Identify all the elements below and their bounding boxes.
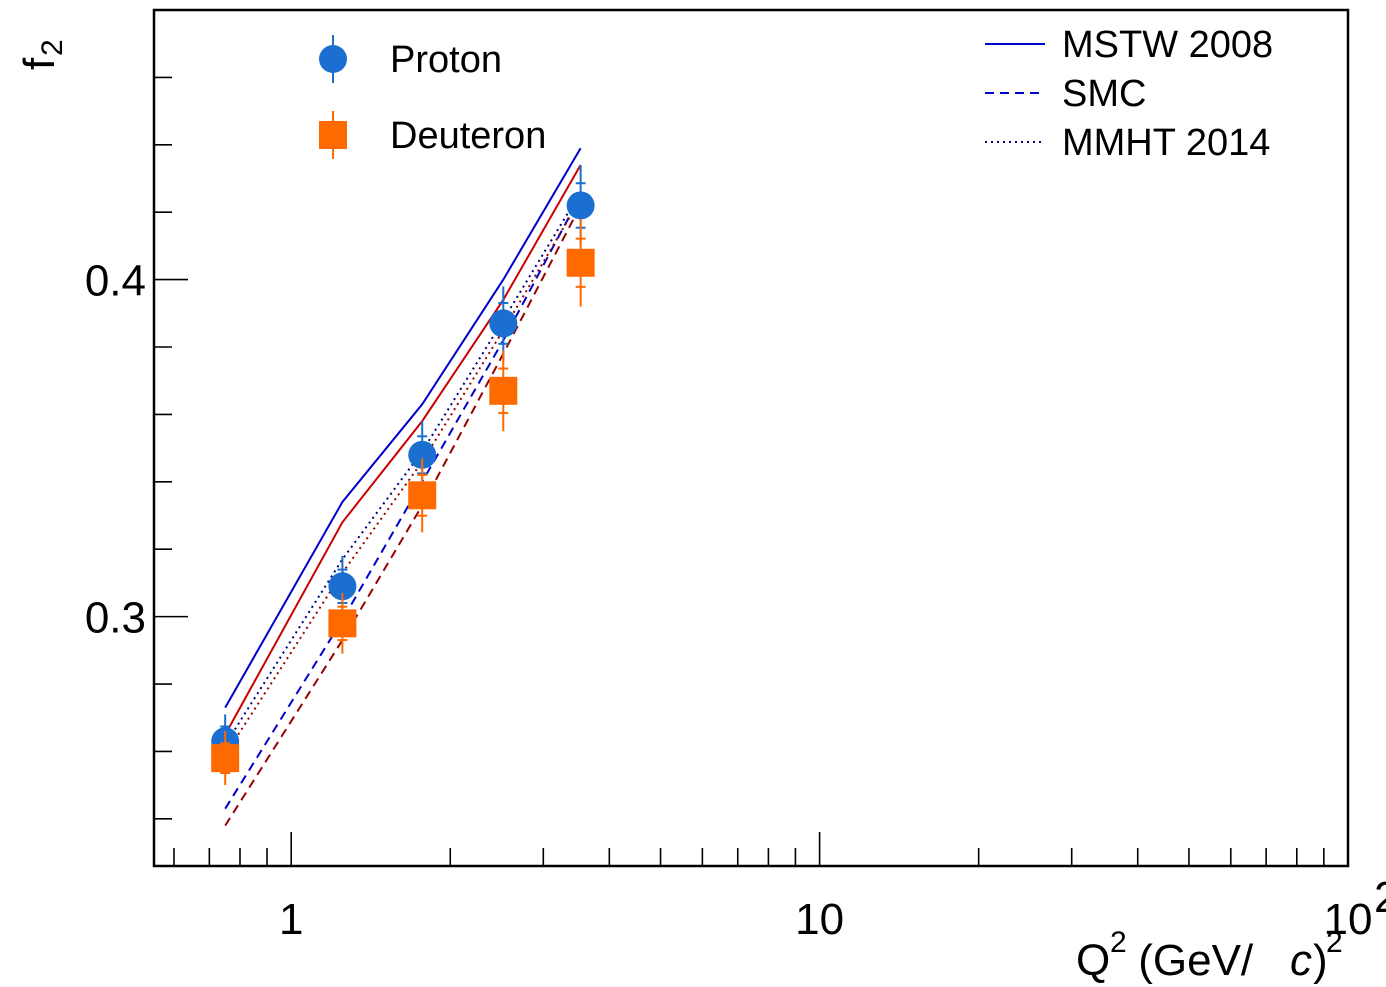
data-point bbox=[408, 481, 437, 510]
major-ticks: 1101020.30.4 bbox=[85, 257, 1386, 944]
y-tick-label: 0.4 bbox=[85, 257, 146, 306]
y-axis-label-sub: 2 bbox=[36, 39, 69, 56]
model-curves bbox=[224, 147, 582, 827]
legend-marker bbox=[319, 121, 347, 149]
data-point bbox=[566, 191, 595, 220]
x-axis-label-unit-open: (GeV/ bbox=[1126, 936, 1254, 985]
data-point bbox=[489, 376, 518, 405]
x-tick-label: 10 bbox=[795, 895, 844, 944]
data-point bbox=[566, 248, 595, 277]
data-point bbox=[328, 609, 357, 638]
minor-ticks bbox=[154, 9, 1325, 866]
x-axis-label-main: Q bbox=[1076, 936, 1110, 985]
legend-label: MMHT 2014 bbox=[1062, 122, 1270, 164]
model-curve bbox=[224, 198, 582, 756]
legend-markers: Proton Deuteron bbox=[319, 35, 546, 159]
y-axis-label-main: f bbox=[15, 57, 64, 70]
model-curve bbox=[224, 205, 582, 827]
legend-label: Proton bbox=[390, 39, 502, 81]
model-curve bbox=[224, 147, 582, 709]
data-point bbox=[489, 309, 518, 338]
x-axis-label-sup: 2 bbox=[1110, 926, 1127, 959]
plot-frame bbox=[152, 8, 1350, 868]
x-axis-label-unit-italic: c bbox=[1290, 936, 1312, 985]
x-tick-label-sup: 2 bbox=[1374, 873, 1386, 922]
legend-marker bbox=[319, 45, 347, 73]
x-axis-label-unit-sup: 2 bbox=[1326, 926, 1343, 959]
data-points bbox=[211, 165, 595, 786]
x-axis-label-unit-close: ) bbox=[1313, 936, 1328, 985]
data-point bbox=[211, 744, 240, 773]
model-curve bbox=[224, 191, 582, 746]
data-point bbox=[408, 440, 437, 469]
data-point bbox=[328, 572, 357, 601]
x-tick-label: 10 bbox=[1324, 895, 1373, 944]
legend-label: Deuteron bbox=[390, 115, 546, 157]
legend-label: MSTW 2008 bbox=[1062, 24, 1273, 66]
model-curve bbox=[224, 164, 582, 736]
y-tick-label: 0.3 bbox=[85, 594, 146, 643]
x-tick-label: 1 bbox=[279, 895, 303, 944]
x-axis-title: Q 2 (GeV/ c ) 2 bbox=[1076, 926, 1343, 985]
legend-label: SMC bbox=[1062, 73, 1146, 115]
y-axis-title: f 2 bbox=[15, 39, 69, 70]
legend-lines: MSTW 2008 SMC MMHT 2014 bbox=[985, 24, 1273, 164]
model-curve bbox=[224, 194, 582, 810]
